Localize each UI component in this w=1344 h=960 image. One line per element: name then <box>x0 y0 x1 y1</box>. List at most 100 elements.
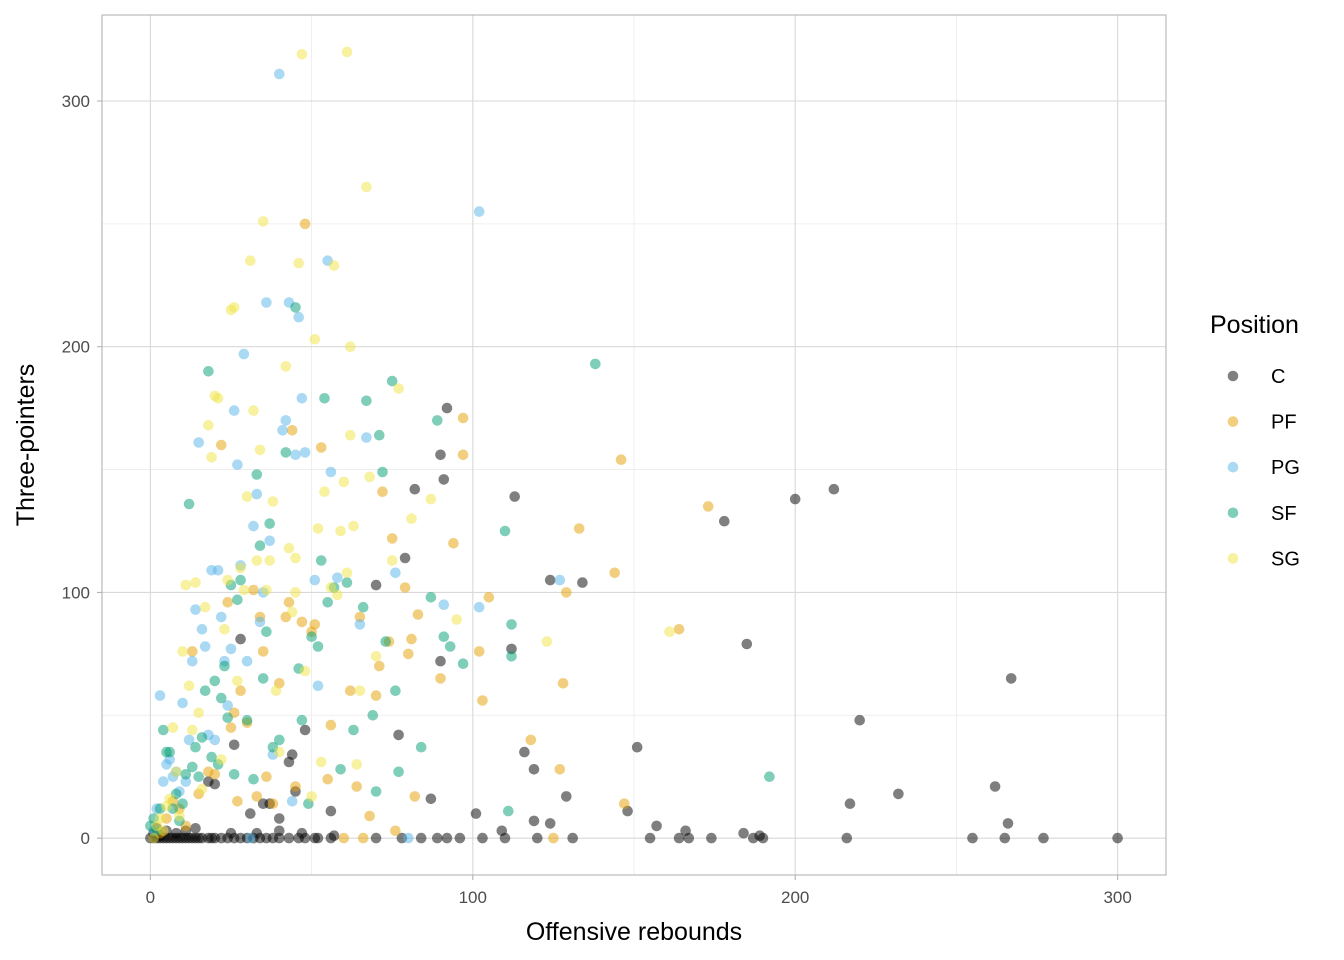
point-SG <box>158 825 169 837</box>
point-PG <box>177 697 188 709</box>
point-PG <box>290 449 301 461</box>
point-SF <box>764 771 775 782</box>
point-PF <box>525 734 537 746</box>
point-SG <box>361 181 372 193</box>
point-SF <box>158 724 169 736</box>
point-PF <box>251 791 263 802</box>
y-tick-label: 200 <box>62 338 90 357</box>
point-PF <box>673 624 685 635</box>
point-C <box>399 552 411 564</box>
point-SF <box>503 805 514 817</box>
point-PG <box>225 643 237 655</box>
point-C <box>528 815 540 827</box>
point-PG <box>309 574 321 586</box>
legend-items: C PF PG SF SG <box>1227 366 1300 570</box>
point-PG <box>299 447 311 458</box>
point-PG <box>280 415 292 426</box>
point-SG <box>270 685 282 696</box>
point-SF <box>361 395 372 407</box>
point-SG <box>274 746 285 758</box>
point-PG <box>361 432 372 443</box>
point-SF <box>377 466 388 478</box>
point-C <box>544 574 556 586</box>
point-SG <box>174 810 185 822</box>
point-SG <box>232 675 243 687</box>
point-SG <box>222 574 233 586</box>
point-SG <box>406 513 417 524</box>
point-SF <box>180 769 192 780</box>
point-PF <box>290 781 301 792</box>
point-PG <box>228 405 240 416</box>
point-SF <box>312 641 324 652</box>
point-C <box>1005 673 1017 684</box>
point-SG <box>264 555 276 566</box>
point-SF <box>261 626 272 637</box>
point-SF <box>206 751 217 763</box>
point-SF <box>348 724 359 736</box>
point-SG <box>199 601 211 613</box>
point-SG <box>203 420 214 431</box>
point-C <box>225 827 237 839</box>
point-SG <box>180 579 192 591</box>
point-SG <box>248 405 259 416</box>
point-PF <box>386 533 398 544</box>
point-PF <box>374 660 385 672</box>
point-PF <box>409 791 421 802</box>
point-PF <box>248 584 259 596</box>
point-PF <box>299 218 311 230</box>
point-C <box>274 832 285 844</box>
point-SG <box>306 791 317 802</box>
point-SG <box>370 651 382 662</box>
point-SG <box>170 766 182 778</box>
point-PG <box>241 655 253 667</box>
point-SF <box>425 592 437 603</box>
point-SG <box>177 646 188 657</box>
point-PF <box>351 781 363 792</box>
point-PF <box>261 771 272 782</box>
point-SG <box>164 793 175 805</box>
point-PF <box>357 832 369 844</box>
y-tick-label: 300 <box>62 92 90 111</box>
point-C <box>496 825 508 837</box>
point-SF <box>444 641 456 652</box>
point-C <box>370 832 382 844</box>
point-PG <box>187 655 198 667</box>
point-SF <box>280 447 292 458</box>
series-SG <box>148 46 675 844</box>
series-PF <box>154 218 714 844</box>
point-SG <box>338 476 350 488</box>
point-SF <box>319 393 330 404</box>
point-SF <box>499 525 511 537</box>
point-PG <box>238 348 250 360</box>
legend-key <box>1227 461 1239 473</box>
point-PG <box>212 565 224 576</box>
point-SF <box>322 597 334 608</box>
legend-label: PF <box>1271 412 1297 434</box>
point-C <box>1002 818 1014 829</box>
point-C <box>854 714 865 726</box>
point-PF <box>412 609 424 620</box>
point-SF <box>216 692 227 704</box>
legend-key <box>1227 553 1239 564</box>
point-C <box>228 739 240 751</box>
point-C <box>170 827 182 839</box>
point-C <box>409 483 421 495</box>
point-C <box>680 825 691 837</box>
axis-ticks: 0 100 200 300 0 100 200 300 <box>62 92 1132 907</box>
point-C <box>893 788 904 800</box>
point-PF <box>257 646 269 657</box>
point-SF <box>393 766 404 778</box>
point-SG <box>148 832 159 844</box>
point-SF <box>290 302 301 313</box>
point-SF <box>432 415 443 426</box>
legend-item-C: C <box>1227 366 1285 388</box>
point-PF <box>225 722 237 733</box>
point-SF <box>248 773 259 785</box>
point-PG <box>190 604 201 615</box>
point-PG <box>296 393 308 404</box>
point-PG <box>403 832 414 844</box>
point-SG <box>238 584 250 596</box>
point-SG <box>280 361 292 372</box>
point-PG <box>390 567 401 579</box>
point-SF <box>438 631 450 642</box>
